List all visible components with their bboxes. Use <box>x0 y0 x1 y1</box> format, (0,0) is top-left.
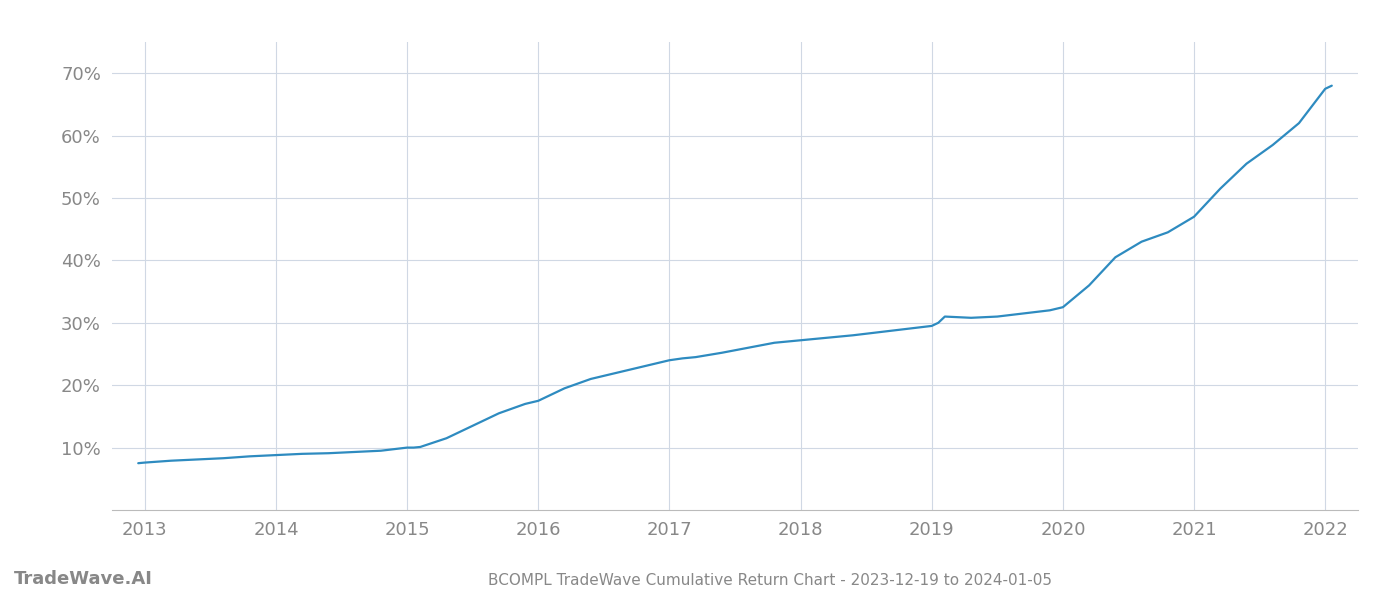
Text: TradeWave.AI: TradeWave.AI <box>14 570 153 588</box>
Text: BCOMPL TradeWave Cumulative Return Chart - 2023-12-19 to 2024-01-05: BCOMPL TradeWave Cumulative Return Chart… <box>489 573 1051 588</box>
